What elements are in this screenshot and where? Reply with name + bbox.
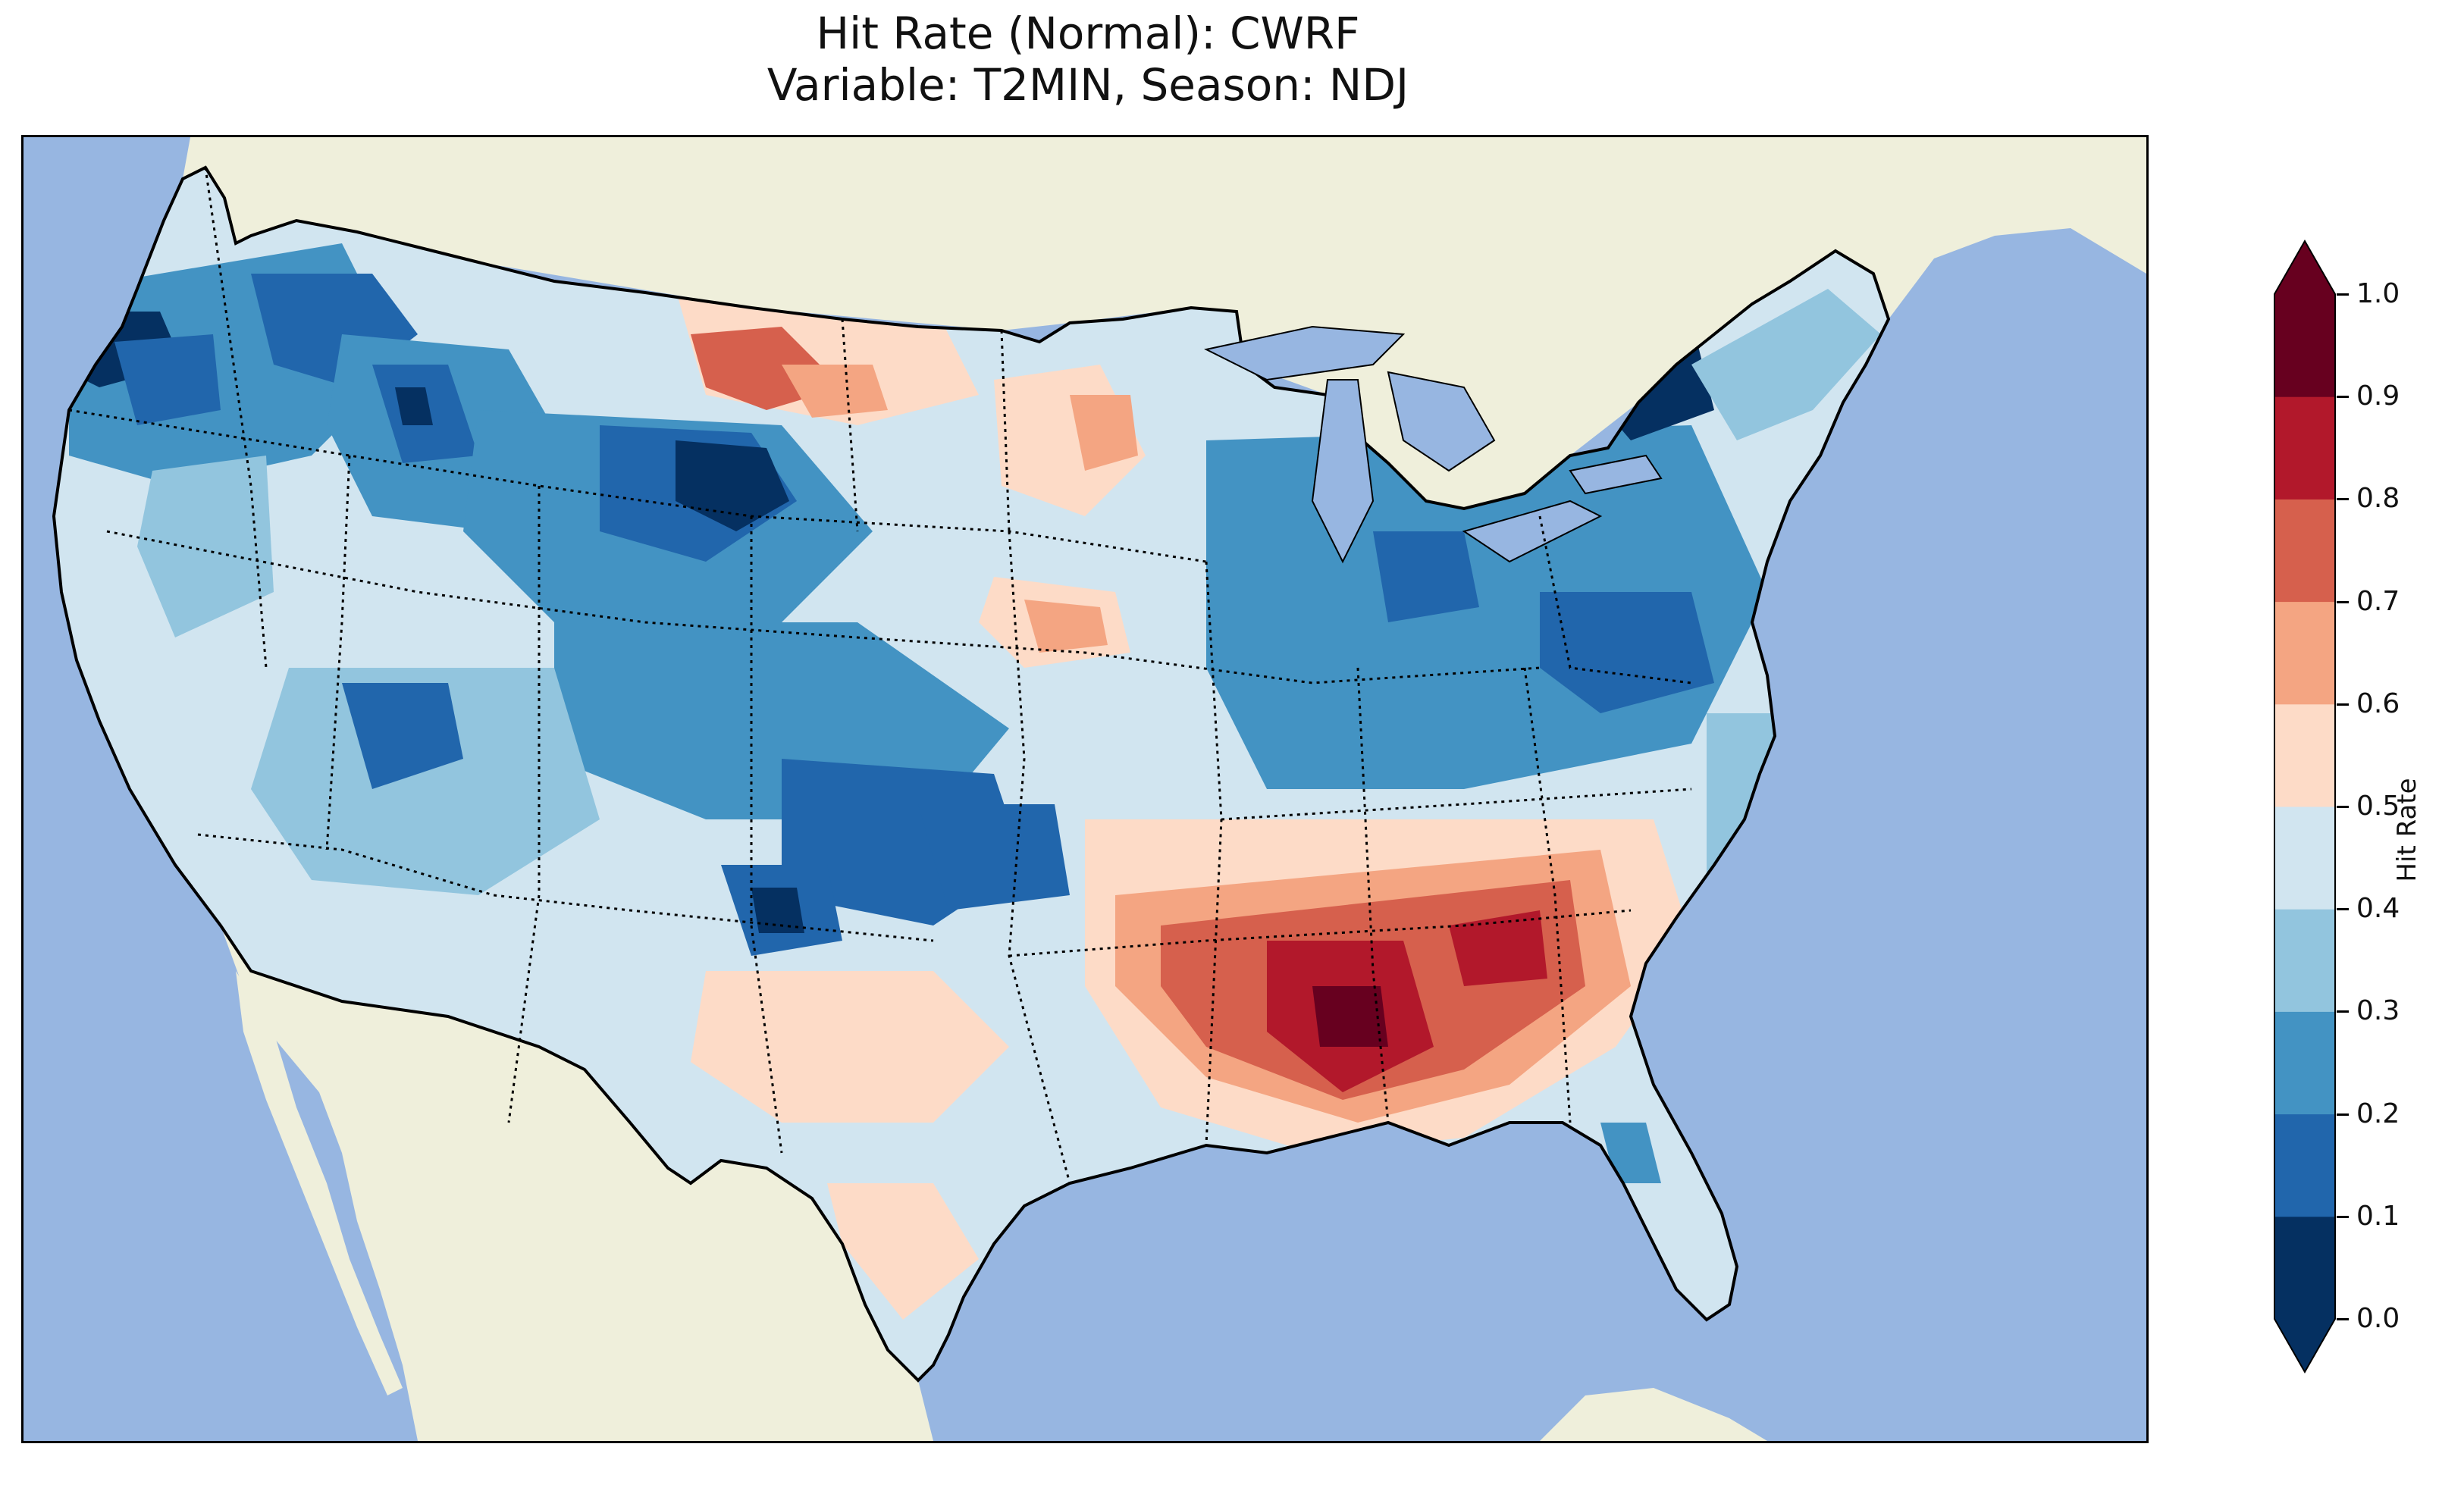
colorbar-tick-mark [2337, 1113, 2349, 1116]
colorbar-tick-label: 0.3 [2356, 995, 2400, 1027]
colorbar-bin [2274, 909, 2335, 1012]
colorbar-bin [2274, 396, 2335, 500]
colorbar-graphic [2274, 239, 2336, 1374]
colorbar-tick-label: 0.6 [2356, 687, 2400, 719]
colorbar-bin [2274, 807, 2335, 910]
colorbar-tick-mark [2337, 498, 2349, 501]
colorbar-tick-label: 0.8 [2356, 483, 2400, 515]
us-coastline [52, 165, 1891, 1383]
state-borders [68, 167, 1692, 1184]
colorbar-bin [2274, 601, 2335, 705]
mexico-land [221, 926, 933, 1441]
colorbar-tick-label: 0.4 [2356, 893, 2400, 925]
map-panel [21, 135, 2149, 1443]
colorbar-bin [2274, 1113, 2335, 1217]
map-canvas [24, 137, 2146, 1441]
canada-land [24, 137, 2146, 509]
colorbar-tick-mark [2337, 1318, 2349, 1320]
colorbar-tick-mark [2337, 806, 2349, 808]
colorbar-bin [2274, 1011, 2335, 1115]
colorbar-bin [2274, 294, 2335, 397]
colorbar-tick-label: 0.0 [2356, 1303, 2400, 1334]
colorbar-tick-label: 0.7 [2356, 585, 2400, 617]
plot-title: Hit Rate (Normal): CWRF Variable: T2MIN,… [0, 8, 2176, 111]
colorbar-label: Hit Rate [2392, 778, 2422, 882]
colorbar-tick-mark [2337, 1010, 2349, 1013]
colorbar-extend-high [2274, 241, 2335, 294]
colorbar-tick-label: 0.5 [2356, 791, 2400, 822]
colorbar-tick-label: 0.2 [2356, 1098, 2400, 1129]
colorbar-tick-mark [2337, 600, 2349, 603]
colorbar-tick-mark [2337, 703, 2349, 706]
colorbar-outline [2274, 239, 2336, 1374]
cuba-land [1540, 1388, 1767, 1441]
colorbar-tick-label: 0.1 [2356, 1200, 2400, 1232]
colorbar-ticks: 0.0 0.1 0.2 0.3 0.4 0.5 0.6 0.7 0.8 0.9 1.0 [2337, 0, 2464, 1494]
colorbar-tick-mark [2337, 396, 2349, 399]
title-line-2: Variable: T2MIN, Season: NDJ [766, 59, 1409, 111]
great-lakes [1204, 325, 1663, 564]
colorbar-tick-label: 1.0 [2356, 278, 2400, 309]
colorbar-bin [2274, 1216, 2335, 1320]
colorbar-tick-mark [2337, 908, 2349, 911]
colorbar [2274, 239, 2336, 1374]
colorbar-tick-mark [2337, 1215, 2349, 1218]
colorbar-tick-label: 0.9 [2356, 381, 2400, 412]
colorbar-extend-low [2274, 1319, 2335, 1372]
colorbar-bin [2274, 703, 2335, 807]
colorbar-tick-mark [2337, 293, 2349, 296]
colorbar-bin [2274, 499, 2335, 603]
title-line-1: Hit Rate (Normal): CWRF [816, 8, 1360, 59]
baja-land [236, 971, 403, 1395]
